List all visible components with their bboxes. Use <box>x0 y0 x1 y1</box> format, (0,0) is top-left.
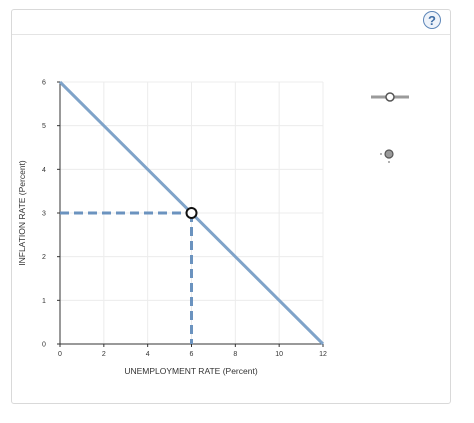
y-tick-label: 4 <box>42 167 46 174</box>
x-tick-label: 2 <box>102 351 106 358</box>
line-drawing-tool-icon[interactable] <box>371 92 409 102</box>
y-tick-label: 2 <box>42 254 46 261</box>
y-tick-label: 0 <box>42 342 46 349</box>
equilibrium-point <box>185 207 198 219</box>
x-tick-label: 0 <box>58 351 62 358</box>
help-button[interactable]: ? <box>423 11 441 29</box>
y-axis-label: INFLATION RATE (Percent) <box>17 160 27 266</box>
x-tick-label: 10 <box>275 351 283 358</box>
help-icon: ? <box>428 12 436 28</box>
y-tick-label: 5 <box>42 123 46 130</box>
y-tick-label: 6 <box>42 80 46 87</box>
point-drawing-tool-icon[interactable] <box>380 149 394 163</box>
graph-panel <box>11 9 451 404</box>
y-tick-label: 1 <box>42 298 46 305</box>
x-tick-label: 6 <box>190 351 194 358</box>
x-tick-label: 8 <box>233 351 237 358</box>
panel-header <box>12 10 450 35</box>
x-axis-label: UNEMPLOYMENT RATE (Percent) <box>124 366 258 376</box>
y-tick-label: 3 <box>42 211 46 218</box>
x-tick-label: 4 <box>146 351 150 358</box>
x-tick-label: 12 <box>319 351 327 358</box>
chart-marks[interactable] <box>58 80 325 346</box>
